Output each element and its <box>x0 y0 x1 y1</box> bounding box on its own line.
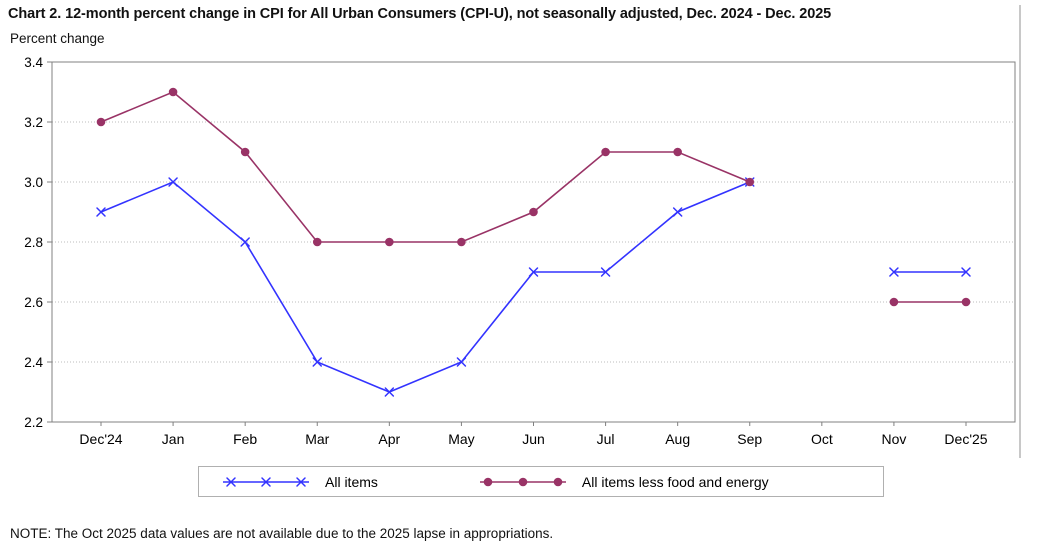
legend-sample-all-items <box>223 476 309 487</box>
x-axis-label: Aug <box>665 431 690 447</box>
y-tick-label: 3.0 <box>24 175 43 190</box>
chart-legend: All items All items less food and energy <box>198 466 884 497</box>
legend-label-all-items: All items <box>325 473 378 490</box>
data-point-core <box>889 297 899 307</box>
data-point-core <box>601 147 610 157</box>
data-point-all-items <box>240 237 250 247</box>
x-axis-label: Dec'25 <box>944 431 987 447</box>
legend-marker <box>483 477 493 486</box>
y-tick-label: 3.4 <box>24 55 43 70</box>
x-axis-label: Nov <box>881 431 906 447</box>
y-axis-unit-label: Percent change <box>10 31 105 46</box>
data-point-core <box>961 297 971 307</box>
data-point-core <box>385 237 394 247</box>
data-point-core <box>745 177 755 187</box>
x-axis-label: Jul <box>597 431 615 447</box>
data-point-core <box>312 237 322 247</box>
x-axis-label: May <box>448 431 474 447</box>
legend-label-core: All items less food and energy <box>581 473 769 490</box>
data-point-all-items <box>889 267 899 277</box>
legend-sample-core <box>479 477 566 486</box>
data-point-all-items <box>384 387 395 397</box>
data-point-core <box>457 237 466 247</box>
series-line-core <box>100 91 751 243</box>
data-point-core <box>529 207 538 217</box>
legend-marker <box>518 477 528 486</box>
data-point-all-items <box>168 177 178 187</box>
data-point-all-items <box>456 357 467 367</box>
x-axis-label: Feb <box>233 431 257 447</box>
legend-marker <box>296 476 306 487</box>
series-line-all-items <box>100 181 751 393</box>
x-axis-label: Jun <box>522 431 545 447</box>
data-point-core <box>240 147 250 157</box>
chart-title: Chart 2. 12-month percent change in CPI … <box>8 6 832 22</box>
y-tick-label: 2.4 <box>24 355 43 370</box>
data-point-all-items <box>672 207 683 217</box>
legend-marker <box>553 477 563 486</box>
x-axis-label: Sep <box>737 431 762 447</box>
x-axis-label: Apr <box>378 431 400 447</box>
legend-marker <box>261 476 271 487</box>
x-axis-label: Dec'24 <box>79 431 122 447</box>
footnote: NOTE: The Oct 2025 data values are not a… <box>10 526 554 541</box>
data-point-core <box>96 117 106 127</box>
y-tick-label: 2.6 <box>24 295 43 310</box>
legend-marker <box>226 476 236 487</box>
data-point-all-items <box>312 357 322 367</box>
legend-item-all-items: All items <box>221 474 378 490</box>
y-tick-label: 3.2 <box>24 115 43 130</box>
y-tick-label: 2.8 <box>24 235 43 250</box>
y-tick-label: 2.2 <box>24 415 43 430</box>
data-point-all-items <box>96 207 106 217</box>
data-point-core <box>168 87 178 97</box>
data-point-all-items <box>528 267 539 277</box>
data-point-core <box>673 147 682 157</box>
legend-item-core: All items less food and energy <box>478 474 769 490</box>
x-axis-label: Jan <box>162 431 185 447</box>
data-point-all-items <box>961 267 971 277</box>
cpi-line-chart: 2.2 2.4 2.6 2.8 3.0 3.2 3.4 Dec'24 Jan Feb Mar Apr M… <box>24 5 1021 458</box>
data-point-all-items <box>600 267 611 277</box>
x-axis-label: Mar <box>305 431 329 447</box>
x-axis-label: Oct <box>811 431 833 447</box>
